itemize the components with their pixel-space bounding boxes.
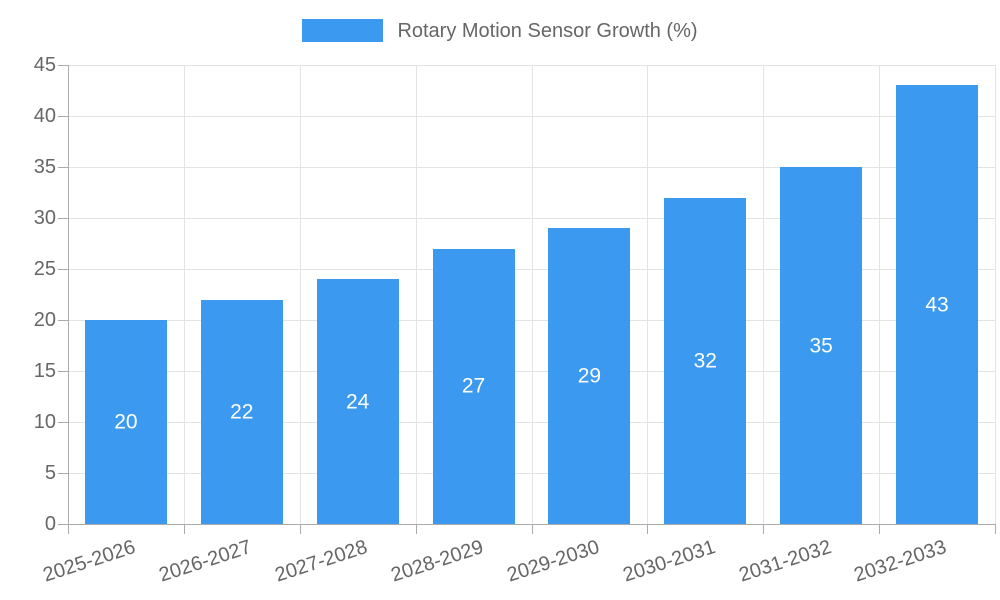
x-axis-tick <box>995 524 996 534</box>
x-gridline <box>532 65 533 524</box>
y-axis-tick <box>58 371 68 372</box>
x-axis-tick <box>300 524 301 534</box>
y-gridline <box>68 116 995 117</box>
bar-value-label: 20 <box>114 410 138 434</box>
x-gridline <box>763 65 764 524</box>
x-axis-tick <box>879 524 880 534</box>
y-gridline <box>68 473 995 474</box>
y-axis-tick <box>58 218 68 219</box>
y-axis-line <box>68 65 69 524</box>
y-tick-label: 20 <box>33 309 56 331</box>
x-axis-line <box>68 524 995 525</box>
bar-value-label: 35 <box>809 334 833 357</box>
y-gridline <box>68 320 995 321</box>
legend-swatch <box>302 19 384 42</box>
legend-label: Rotary Motion Sensor Growth (%) <box>397 19 698 42</box>
bar-value-label: 43 <box>925 293 949 317</box>
y-gridline <box>68 371 995 372</box>
y-axis-tick <box>58 116 68 117</box>
x-tick-label: 2026-2027 <box>156 536 255 587</box>
y-gridline <box>68 65 995 66</box>
x-axis-tick <box>763 524 764 534</box>
x-tick-label: 2028-2029 <box>388 536 487 587</box>
legend[interactable]: Rotary Motion Sensor Growth (%) <box>0 19 1000 42</box>
x-gridline <box>647 65 648 524</box>
y-tick-label: 45 <box>33 54 56 76</box>
y-tick-label: 35 <box>33 156 56 178</box>
x-axis-tick <box>647 524 648 534</box>
x-tick-label: 2027-2028 <box>272 536 371 587</box>
y-axis-tick <box>58 524 68 525</box>
y-tick-label: 0 <box>44 513 56 535</box>
x-gridline <box>416 65 417 524</box>
x-gridline <box>300 65 301 524</box>
y-tick-label: 30 <box>33 207 56 229</box>
x-axis-tick <box>416 524 417 534</box>
x-tick-label: 2032-2033 <box>851 536 950 587</box>
y-axis-tick <box>58 65 68 66</box>
x-gridline <box>879 65 880 524</box>
x-axis-tick <box>184 524 185 534</box>
y-gridline <box>68 218 995 219</box>
x-axis-tick <box>532 524 533 534</box>
bar[interactable] <box>548 228 631 524</box>
y-axis-tick <box>58 473 68 474</box>
y-axis-tick <box>58 269 68 270</box>
bar[interactable] <box>316 279 399 524</box>
x-tick-label: 2030-2031 <box>620 536 718 587</box>
x-tick-label: 2031-2032 <box>735 536 834 587</box>
y-gridline <box>68 422 995 423</box>
bar[interactable] <box>200 299 283 524</box>
bar-value-label: 32 <box>693 349 717 373</box>
y-gridline <box>68 269 995 270</box>
y-axis-tick <box>58 320 68 321</box>
bar[interactable] <box>664 197 747 524</box>
bar-value-label: 24 <box>346 390 370 414</box>
x-tick-label: 2025-2026 <box>40 536 139 587</box>
bar-value-label: 22 <box>230 400 254 424</box>
x-tick-label: 2029-2030 <box>504 536 602 587</box>
x-gridline <box>184 65 185 524</box>
bar[interactable] <box>84 320 167 524</box>
bar-value-label: 29 <box>577 364 602 388</box>
y-axis-tick <box>58 167 68 168</box>
x-gridline <box>995 65 996 524</box>
y-tick-label: 5 <box>44 462 56 484</box>
bar-value-label: 27 <box>461 374 486 398</box>
y-tick-label: 40 <box>33 105 56 127</box>
bar[interactable] <box>896 85 979 524</box>
bar[interactable] <box>780 167 863 524</box>
y-tick-label: 10 <box>33 411 56 433</box>
y-axis-tick <box>58 422 68 423</box>
x-axis-tick <box>68 524 69 534</box>
bar[interactable] <box>432 248 515 524</box>
y-tick-label: 25 <box>33 258 56 280</box>
y-gridline <box>68 167 995 168</box>
y-tick-label: 15 <box>33 360 56 382</box>
